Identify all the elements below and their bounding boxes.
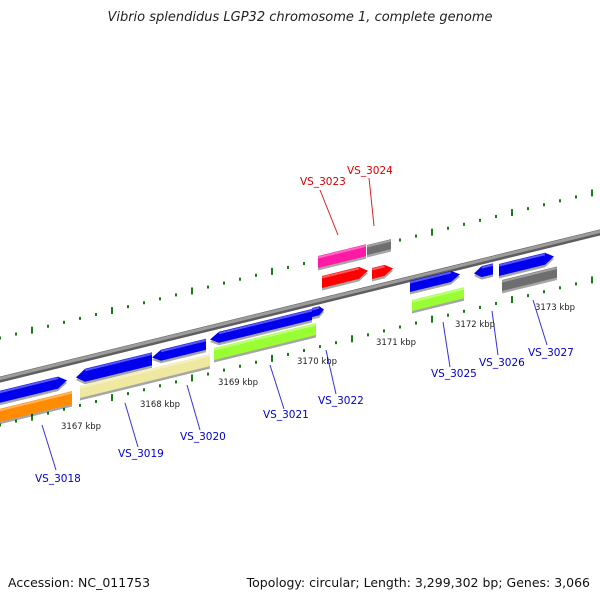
gene-vs-3023	[317, 244, 367, 271]
gene-features	[0, 239, 558, 425]
leader-line	[491, 310, 499, 356]
scale-tick-label: 3167 kbp	[61, 422, 101, 432]
leader-line	[41, 424, 57, 471]
label-leader-lines	[41, 177, 548, 471]
gene-label-vs-3023[interactable]: VS_3023	[300, 176, 346, 188]
leader-line	[442, 321, 451, 368]
map-title: Vibrio splendidus LGP32 chromosome 1, co…	[107, 10, 493, 25]
gene-label-vs-3025[interactable]: VS_3025	[431, 368, 477, 380]
gene-vs-3018-blue	[0, 376, 67, 406]
gene-vs-3018	[0, 391, 73, 425]
leader-line	[124, 402, 139, 448]
gene-vs-3027-grey	[501, 266, 558, 294]
gene-vs-3020-blue	[152, 338, 207, 364]
gene-label-vs-3024[interactable]: VS_3024	[347, 165, 393, 177]
scale-labels: 3167 kbp 3168 kbp 3169 kbp 3170 kbp 3171 kbp…	[61, 303, 575, 432]
gene-label-vs-3018[interactable]: VS_3018	[35, 473, 81, 485]
scale-tick-label: 3168 kbp	[140, 400, 180, 410]
gene-vs-3019	[79, 354, 211, 401]
gene-vs-3024	[366, 239, 392, 258]
leader-line	[269, 364, 285, 410]
gene-vs-3025-upper	[409, 270, 460, 295]
gene-vs-3026-upper	[474, 263, 494, 280]
scale-tick-label: 3173 kbp	[535, 303, 575, 313]
leader-line	[368, 177, 375, 227]
gene-vs-3024-b	[371, 264, 393, 282]
scale-tick-label: 3170 kbp	[297, 357, 337, 367]
genome-stats-text: Topology: circular; Length: 3,299,302 bp…	[246, 575, 590, 590]
gene-vs-3019-blue	[76, 352, 153, 385]
gene-label-vs-3019[interactable]: VS_3019	[118, 448, 164, 460]
accession-text: Accession: NC_011753	[8, 575, 151, 590]
gene-label-vs-3020[interactable]: VS_3020	[180, 431, 226, 443]
gene-vs-3022-blue	[311, 306, 324, 320]
gene-vs-3025	[411, 287, 465, 314]
scale-tick-label: 3171 kbp	[376, 338, 416, 348]
gene-vs-3023-b	[321, 266, 368, 291]
leader-line	[186, 384, 201, 431]
gene-label-vs-3027[interactable]: VS_3027	[528, 347, 574, 359]
gene-labels: VS_3018 VS_3019 VS_3020 VS_3021 VS_3022 VS_30…	[35, 165, 574, 485]
chromosome-backbone	[0, 229, 600, 383]
gene-vs-3021	[213, 323, 317, 363]
leader-line	[319, 189, 339, 236]
gene-label-vs-3021[interactable]: VS_3021	[263, 409, 309, 421]
gene-vs-3021-blue	[210, 309, 313, 346]
gene-label-vs-3026[interactable]: VS_3026	[479, 357, 525, 369]
leader-line	[532, 299, 548, 346]
gene-label-vs-3022[interactable]: VS_3022	[318, 395, 364, 407]
gene-vs-3027-upper	[498, 252, 554, 279]
scale-tick-label: 3169 kbp	[218, 378, 258, 388]
leader-line	[325, 349, 337, 395]
scale-tick-label: 3172 kbp	[455, 320, 495, 330]
